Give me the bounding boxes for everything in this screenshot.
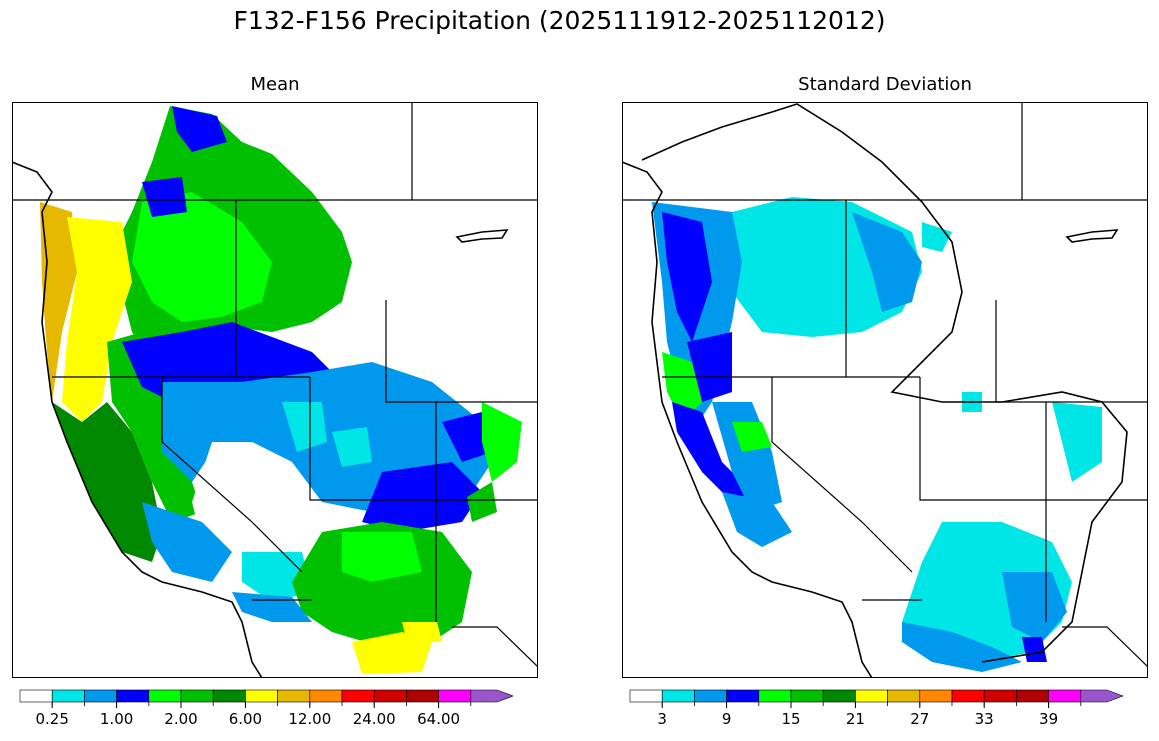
basin-region	[1052, 402, 1102, 482]
basin-region	[40, 202, 77, 402]
colorbar-swatch	[373, 689, 407, 703]
std-coastline	[622, 103, 1128, 678]
basin-region	[442, 412, 492, 462]
colorbar-swatch	[438, 689, 472, 703]
basin-region	[712, 402, 782, 512]
basin-region	[922, 222, 952, 252]
colorbar-swatch	[245, 689, 278, 703]
basin-region	[192, 442, 312, 562]
basin-region	[282, 402, 327, 452]
colorbar-swatch	[341, 689, 375, 703]
basin-region	[352, 632, 432, 674]
colorbar-swatch	[309, 689, 343, 703]
basin-region	[662, 212, 712, 342]
mean-basins	[40, 106, 522, 674]
basin-region	[902, 622, 1022, 672]
colorbar-swatch	[790, 689, 824, 703]
basin-region	[722, 492, 792, 547]
colorbar-swatch	[212, 689, 246, 703]
colorbar-tick-label: 21	[846, 710, 865, 728]
colorbar-swatch	[116, 689, 150, 703]
basin-region	[732, 422, 772, 452]
colorbar-tick-label: 33	[975, 710, 994, 728]
colorbar-swatch	[951, 689, 985, 703]
basin-region	[1022, 637, 1047, 662]
colorbar-swatch	[822, 689, 856, 703]
colorbar-tick-label: 15	[781, 710, 800, 728]
colorbar-swatch	[19, 689, 53, 703]
basin-region	[482, 402, 522, 482]
basin-region	[172, 106, 227, 152]
basin-region	[132, 192, 272, 322]
colorbar-swatch	[1080, 689, 1124, 703]
std-map-frame	[622, 102, 1148, 678]
basin-region	[342, 532, 422, 582]
mean-colorbar: 0.25 1.00 2.00 6.00 12.00 24.00 64.00	[19, 689, 514, 728]
panel-title-std: Standard Deviation	[798, 74, 972, 95]
basin-region	[402, 622, 442, 642]
mean-coastline	[12, 161, 509, 678]
colorbar-swatch	[983, 689, 1017, 703]
colorbar-tick-label: 12.00	[288, 710, 331, 728]
colorbar-tick-label: 0.25	[35, 710, 68, 728]
colorbar-swatch	[629, 689, 663, 703]
colorbar-tick-label: 3	[657, 710, 667, 728]
basin-region	[332, 427, 372, 467]
colorbar-tick-label: 64.00	[417, 710, 460, 728]
colorbar-tick-label: 9	[722, 710, 732, 728]
colorbar-tick-label: 39	[1039, 710, 1058, 728]
panel-title-mean: Mean	[250, 74, 300, 95]
std-map	[622, 102, 1148, 678]
mean-map-frame	[12, 102, 538, 678]
basin-region	[292, 522, 472, 647]
colorbar-tick-label: 27	[910, 710, 929, 728]
colorbar-swatch	[1048, 689, 1082, 703]
basin-region	[467, 482, 497, 522]
colorbar-swatch	[758, 689, 792, 703]
colorbar-swatch	[51, 689, 85, 703]
std-colorbar: 3 9 15 21 27 33 39	[629, 689, 1124, 728]
colorbar-swatch	[180, 689, 214, 703]
colorbar-swatch	[84, 689, 117, 703]
colorbar-swatch	[887, 689, 921, 703]
mean-map	[12, 102, 538, 678]
colorbar-swatch	[406, 689, 439, 703]
colorbar-swatch	[694, 689, 727, 703]
colorbar-tick-label: 1.00	[100, 710, 133, 728]
colorbar-swatch	[661, 689, 695, 703]
colorbar-swatch	[470, 689, 514, 703]
basin-region	[362, 462, 482, 532]
basin-region	[1002, 572, 1067, 642]
std-basins	[652, 197, 1102, 672]
basin-region	[672, 402, 752, 502]
basin-region	[62, 217, 132, 422]
colorbar-swatch	[1016, 689, 1049, 703]
mean-boundaries	[12, 102, 538, 668]
basin-region	[687, 332, 732, 402]
colorbar-swatch	[277, 689, 311, 703]
colorbar-swatch	[148, 689, 182, 703]
colorbar-swatch	[919, 689, 953, 703]
colorbar-tick-label: 24.00	[353, 710, 396, 728]
basin-region	[142, 177, 187, 217]
colorbar-tick-label: 6.00	[229, 710, 262, 728]
colorbar-swatch	[726, 689, 760, 703]
basin-region	[662, 352, 702, 422]
basin-region	[852, 212, 922, 312]
colorbar-tick-label: 2.00	[164, 710, 197, 728]
basin-region	[107, 332, 202, 522]
basin-region	[52, 402, 162, 562]
colorbar-swatch	[855, 689, 888, 703]
figure-title: F132-F156 Precipitation (2025111912-2025…	[233, 6, 886, 35]
basin-region	[142, 502, 232, 582]
